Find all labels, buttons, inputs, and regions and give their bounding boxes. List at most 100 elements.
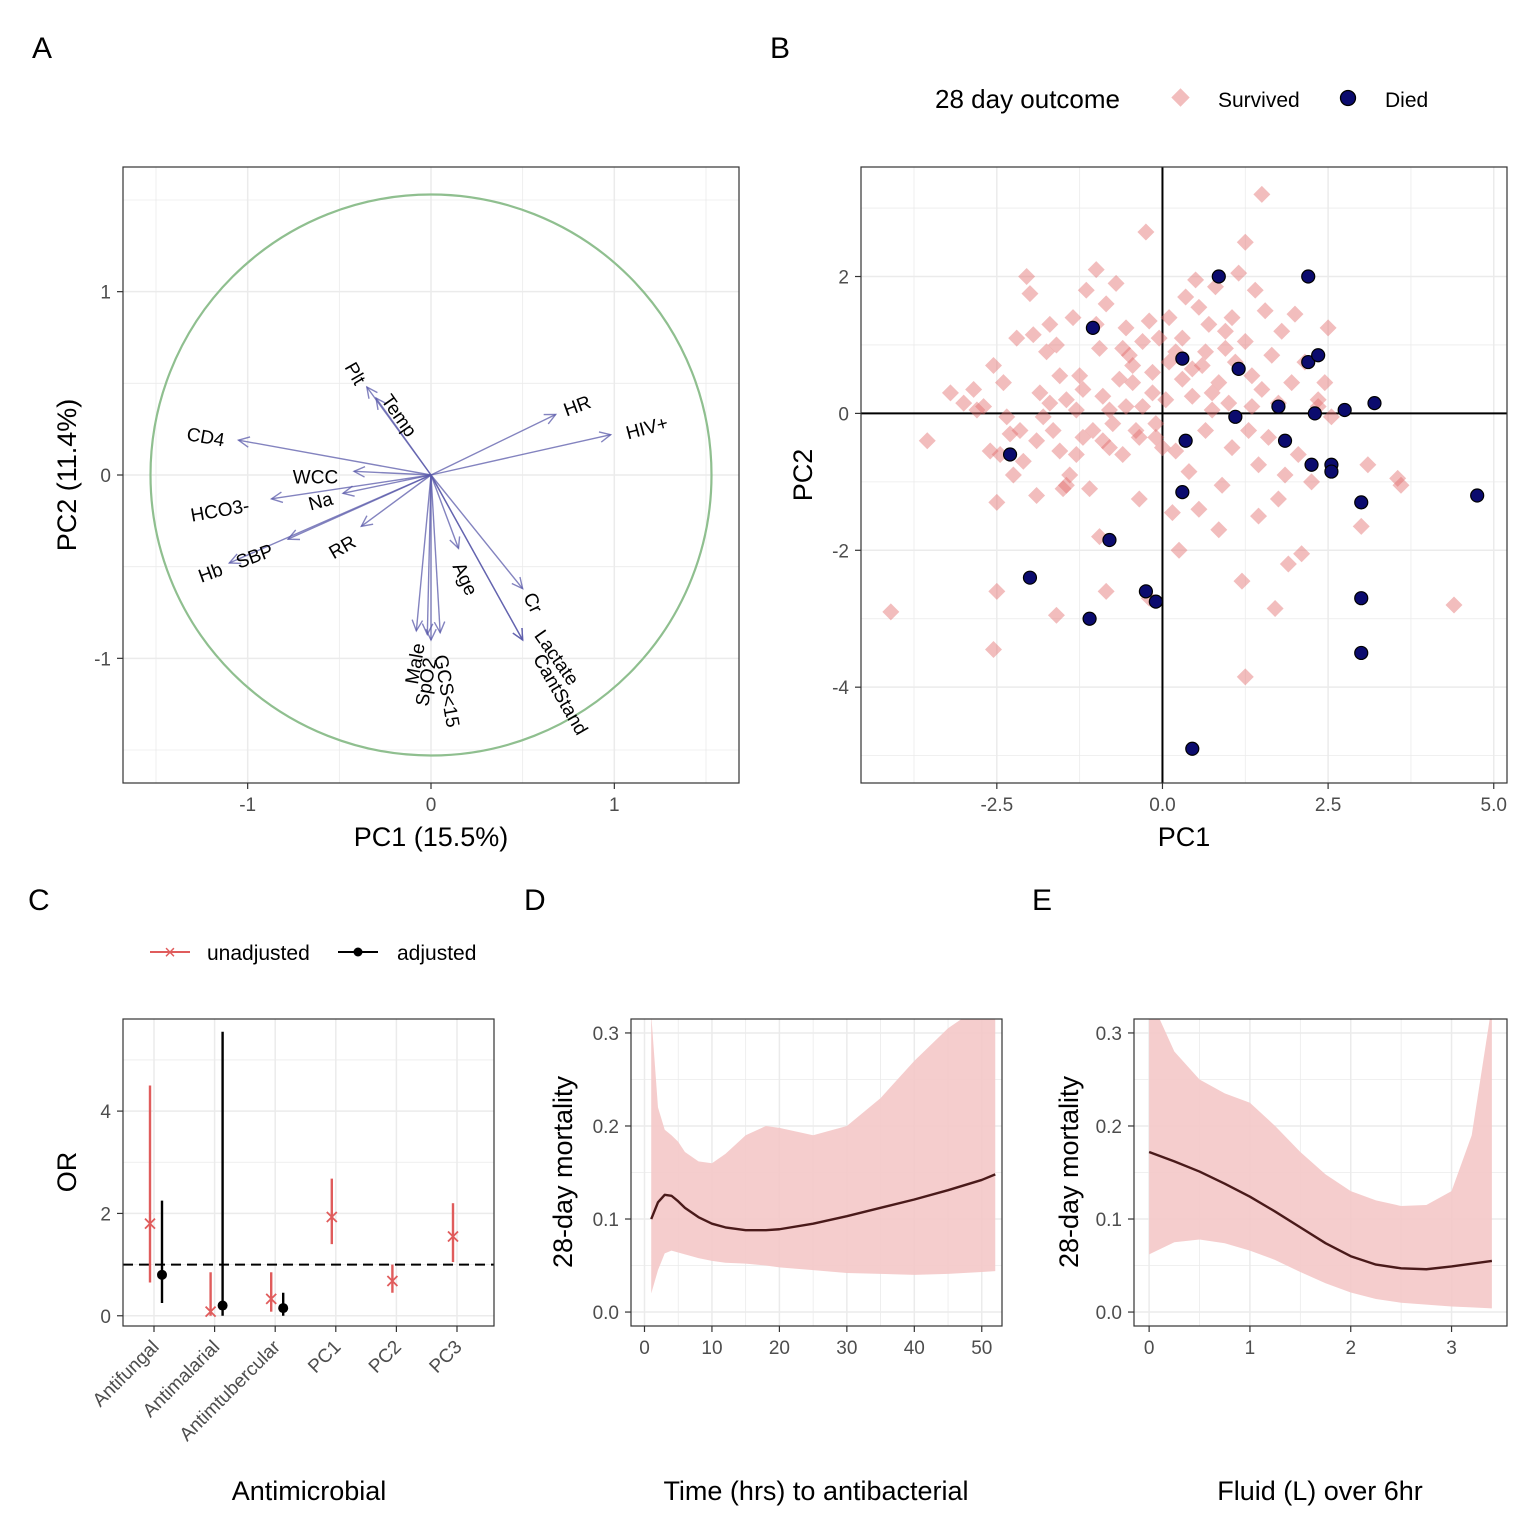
panel-d-x-label: Time (hrs) to antibacterial: [663, 1476, 968, 1506]
legend-died-circle-icon: [1339, 89, 1357, 107]
d-x-tick-label: 30: [836, 1338, 857, 1359]
panel-b-legend-survived: Survived: [1171, 88, 1300, 112]
unadjusted-estimate: [386, 1275, 399, 1287]
panel-e-plot: [1148, 1019, 1493, 1309]
survived-point: [1170, 541, 1188, 559]
died-point: [1304, 457, 1319, 472]
died-point: [1138, 584, 1154, 599]
b-y-tick-label: 2: [838, 268, 849, 289]
adjusted-estimate: [157, 1269, 167, 1280]
panel-tag-e: E: [1032, 884, 1052, 917]
survived-point: [1008, 329, 1026, 347]
survived-point: [1233, 572, 1251, 590]
c-y-tick-label: 4: [100, 1102, 111, 1123]
panel-tag-b: B: [770, 32, 790, 65]
died-point: [1470, 488, 1485, 503]
panel-c-legend-adjusted: adjusted: [338, 942, 476, 965]
died-point: [1022, 570, 1038, 585]
panel-a-loading-arrows: [227, 385, 613, 642]
panel-d-y-label: 28-day mortality: [548, 1075, 578, 1268]
e-clipped-layer: [1148, 1019, 1493, 1309]
b-y-tick-label: -2: [832, 541, 849, 562]
survived-point: [1097, 582, 1115, 600]
d-y-tick-label: 0.0: [593, 1303, 619, 1324]
b-y-tick-label: -4: [832, 678, 849, 699]
confidence-ribbon: [1149, 1019, 1492, 1309]
unadjusted-estimate: [144, 1218, 156, 1230]
survived-point: [985, 357, 1002, 374]
b-y-tick-label: 0: [838, 404, 849, 425]
loading-arrow: [271, 474, 432, 500]
mortality-curve: [650, 1173, 996, 1232]
died-point: [1175, 351, 1190, 366]
survived-point: [941, 384, 959, 402]
loading-arrowhead: [433, 621, 446, 635]
legend-adjusted-label: adjusted: [397, 942, 476, 965]
panel-c-border: [122, 1018, 495, 1327]
loading-arrow: [375, 397, 432, 476]
legend-unadjusted-x-icon: ×: [164, 942, 176, 964]
survived-point: [998, 408, 1016, 426]
survived-point: [991, 445, 1009, 463]
panel-c-x-label: Antimicrobial: [232, 1476, 387, 1506]
panel-b-x-ticks: -2.5 0.0 2.5 5.0: [980, 783, 1507, 816]
adjusted-estimate: [278, 1303, 289, 1314]
loading-arrowhead: [341, 485, 355, 497]
panel-e: 0 1 2 3 0.0 0.1 0.2 0.3 Fluid (L) over 6hr 28-…: [1054, 1018, 1508, 1506]
mortality-curve: [1148, 1150, 1493, 1271]
died-point: [1085, 320, 1100, 335]
loading-label: WCC: [293, 468, 338, 489]
panel-d-x-ticks: 0 10 20 30 40 50: [639, 1326, 992, 1359]
panel-a-unit-circle-layer: [149, 193, 713, 757]
died-point: [1231, 361, 1246, 377]
survived-point: [985, 641, 1002, 659]
loading-arrowhead: [360, 515, 374, 528]
died-point: [1211, 269, 1226, 284]
survived-point: [988, 582, 1006, 600]
panel-d: 0 10 20 30 40 50 0.0 0.1 0.2 0.3 Time (hrs) to a…: [548, 1018, 1003, 1506]
survived-point: [1001, 425, 1019, 443]
d-y-tick-label: 0.2: [593, 1117, 619, 1138]
e-y-tick-label: 0.0: [1096, 1303, 1122, 1324]
survived-point: [981, 442, 999, 460]
died-point: [1148, 594, 1163, 609]
a-x-tick-label: 1: [609, 795, 620, 816]
loading-arrowhead: [543, 413, 558, 425]
e-x-tick-label: 0: [1144, 1338, 1155, 1359]
panel-d-y-ticks: 0.0 0.1 0.2 0.3: [593, 1024, 631, 1324]
loading-arrow: [353, 470, 432, 476]
panel-a-x-ticks: -1 0 1: [239, 783, 620, 816]
loading-arrow: [430, 474, 460, 549]
survived-point: [1266, 599, 1284, 617]
loading-arrowhead: [411, 619, 424, 633]
adjusted-estimate: [217, 1300, 228, 1311]
survived-point: [1047, 606, 1065, 624]
unadjusted-estimate: [447, 1230, 459, 1243]
died-point: [1277, 433, 1293, 448]
panel-tag-a: A: [32, 32, 52, 65]
panel-e-x-label: Fluid (L) over 6hr: [1217, 1476, 1423, 1506]
panel-c: × unadjusted adjusted AntifungalAntimala…: [52, 942, 495, 1506]
panel-tag-d: D: [524, 884, 546, 917]
loading-arrow: [430, 433, 611, 476]
panel-a-x-label: PC1 (15.5%): [354, 822, 509, 852]
survived-point: [1210, 521, 1228, 539]
died-point: [1228, 409, 1243, 424]
legend-adjusted-dot-icon: [353, 947, 363, 957]
unadjusted-estimate: [326, 1211, 338, 1223]
panel-b-y-ticks: -4 -2 0 2: [832, 268, 861, 699]
panel-b-border: [860, 166, 1508, 784]
legend-survived-label: Survived: [1218, 89, 1300, 112]
survived-point: [1236, 668, 1254, 686]
c-y-tick-label: 2: [100, 1204, 111, 1225]
panel-e-y-label: 28-day mortality: [1054, 1075, 1084, 1268]
panel-d-border: [630, 1018, 1003, 1327]
a-x-tick-label: -1: [239, 795, 256, 816]
unadjusted-estimate: [265, 1293, 277, 1305]
legend-died-label: Died: [1385, 89, 1428, 112]
survived-point: [994, 374, 1012, 392]
panel-c-grid: [123, 1019, 494, 1326]
died-point: [1354, 645, 1369, 661]
panel-e-y-ticks: 0.0 0.1 0.2 0.3: [1096, 1024, 1134, 1324]
